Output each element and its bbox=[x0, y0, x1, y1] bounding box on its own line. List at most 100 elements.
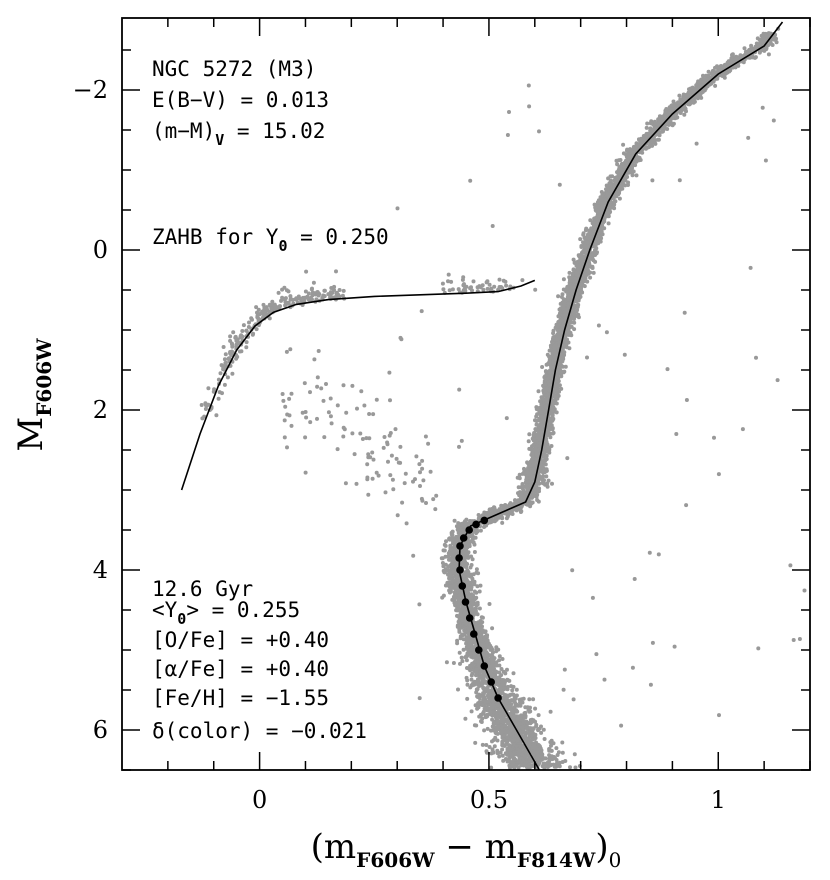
star-point bbox=[535, 492, 540, 497]
star-point bbox=[475, 584, 480, 589]
star-point bbox=[551, 741, 556, 746]
star-point bbox=[742, 46, 747, 51]
star-point bbox=[500, 747, 505, 752]
star-point bbox=[535, 498, 540, 502]
star-point bbox=[512, 765, 517, 770]
star-point bbox=[457, 650, 462, 655]
star-point bbox=[591, 258, 596, 263]
star-point bbox=[461, 647, 466, 652]
star-point bbox=[527, 446, 532, 451]
star-point bbox=[487, 745, 492, 749]
star-point bbox=[617, 196, 622, 201]
star-point bbox=[561, 277, 566, 282]
star-point bbox=[448, 543, 453, 548]
star-point bbox=[556, 294, 561, 299]
star-point bbox=[560, 292, 565, 297]
star-point bbox=[497, 654, 502, 659]
star-point bbox=[444, 539, 448, 544]
star-point bbox=[497, 663, 502, 668]
star-point bbox=[555, 753, 560, 757]
star-point bbox=[527, 740, 532, 745]
star-point bbox=[581, 232, 586, 237]
star-point bbox=[492, 669, 497, 674]
star-point bbox=[490, 739, 494, 744]
star-point bbox=[634, 173, 639, 178]
star-point bbox=[469, 677, 474, 682]
star-point bbox=[507, 698, 512, 703]
star-point bbox=[729, 56, 734, 61]
star-point bbox=[461, 637, 466, 642]
star-point bbox=[458, 634, 463, 639]
star-point bbox=[511, 671, 516, 676]
star-point bbox=[526, 439, 531, 444]
star-point bbox=[468, 580, 473, 585]
star-point bbox=[472, 542, 477, 547]
star-point bbox=[713, 83, 718, 88]
star-point bbox=[540, 396, 545, 401]
star-point bbox=[559, 386, 564, 391]
star-point bbox=[495, 738, 500, 743]
star-point bbox=[571, 257, 576, 262]
star-point bbox=[527, 432, 532, 437]
star-point bbox=[501, 669, 506, 674]
star-point bbox=[462, 632, 467, 637]
star-point bbox=[585, 279, 590, 284]
star-point bbox=[682, 112, 687, 117]
star-point bbox=[528, 721, 533, 726]
star-point bbox=[630, 173, 635, 178]
star-point bbox=[465, 678, 470, 683]
star-point bbox=[500, 657, 505, 661]
star-point bbox=[551, 331, 556, 336]
star-point bbox=[489, 765, 494, 770]
star-point bbox=[459, 655, 464, 660]
star-point bbox=[671, 99, 676, 104]
star-point bbox=[440, 561, 445, 565]
star-point bbox=[476, 513, 481, 517]
star-point bbox=[448, 589, 453, 594]
star-point bbox=[588, 275, 593, 280]
star-point bbox=[518, 703, 523, 708]
star-point bbox=[456, 687, 460, 692]
star-point bbox=[499, 667, 504, 671]
star-point bbox=[568, 278, 572, 283]
star-point bbox=[550, 339, 554, 344]
star-point bbox=[472, 582, 477, 587]
star-point bbox=[572, 752, 577, 757]
star-point bbox=[480, 742, 485, 747]
star-point bbox=[701, 73, 705, 78]
star-point bbox=[531, 697, 536, 702]
star-point bbox=[527, 697, 532, 702]
star-point bbox=[548, 435, 553, 440]
star-point bbox=[449, 532, 454, 537]
star-point bbox=[513, 498, 517, 503]
star-point bbox=[536, 728, 541, 733]
star-point bbox=[482, 728, 487, 733]
star-point bbox=[458, 661, 462, 666]
star-point bbox=[442, 548, 447, 553]
star-point bbox=[469, 709, 474, 714]
star-point bbox=[588, 218, 593, 223]
star-point bbox=[536, 713, 541, 718]
star-point bbox=[479, 720, 484, 724]
star-point bbox=[523, 710, 528, 715]
star-point bbox=[494, 660, 499, 665]
star-point bbox=[514, 687, 519, 692]
star-point bbox=[547, 355, 552, 360]
star-point bbox=[640, 150, 645, 155]
star-point bbox=[518, 700, 522, 705]
star-point bbox=[550, 427, 555, 432]
star-point bbox=[663, 108, 668, 113]
star-point bbox=[499, 673, 504, 678]
star-point bbox=[484, 743, 489, 747]
star-point bbox=[474, 567, 479, 572]
star-point bbox=[440, 595, 445, 600]
star-point bbox=[473, 703, 478, 708]
star-point bbox=[665, 127, 670, 131]
star-point bbox=[490, 713, 495, 718]
star-point bbox=[550, 481, 554, 486]
star-point bbox=[561, 287, 566, 292]
star-point bbox=[500, 678, 505, 682]
star-point bbox=[527, 758, 532, 763]
star-point bbox=[534, 722, 539, 727]
star-point bbox=[493, 507, 498, 512]
